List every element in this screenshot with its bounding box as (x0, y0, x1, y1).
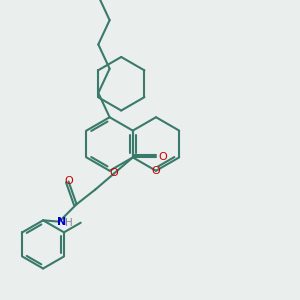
Text: O: O (159, 152, 167, 162)
Text: O: O (110, 169, 118, 178)
Text: O: O (152, 166, 160, 176)
Text: N: N (57, 217, 66, 226)
Text: H: H (65, 218, 73, 228)
Text: O: O (64, 176, 73, 187)
